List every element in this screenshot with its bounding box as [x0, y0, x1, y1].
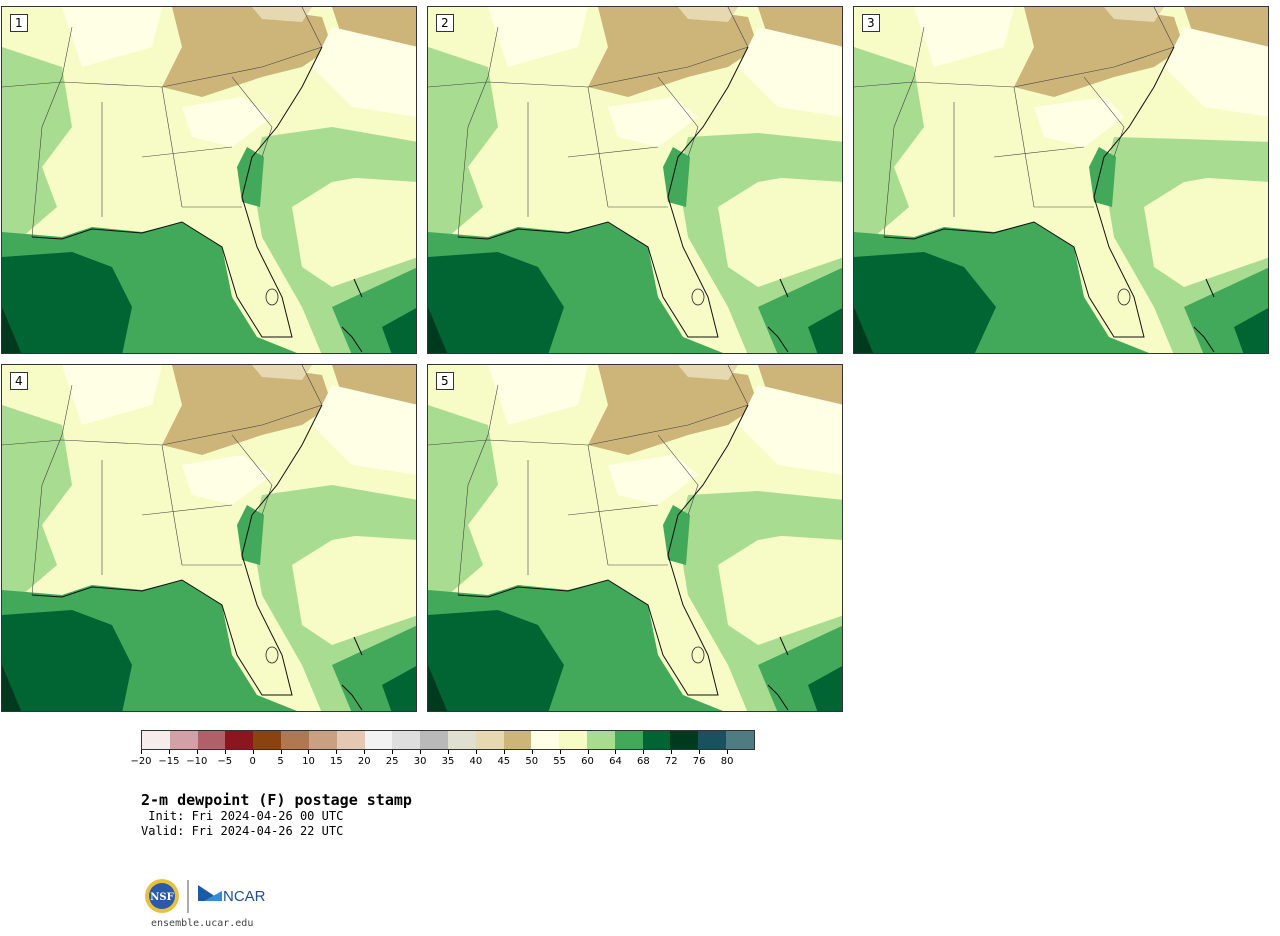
colorbar-swatch — [447, 731, 476, 749]
map-panel-1: 1 — [1, 6, 417, 354]
colorbar-tick-label: 5 — [277, 756, 284, 767]
colorbar-tick-label: 30 — [413, 756, 427, 767]
colorbar-swatch — [642, 731, 671, 749]
colorbar-tick — [615, 750, 617, 754]
panel-label: 3 — [862, 14, 880, 32]
nsf-logo-text: NSF — [150, 892, 173, 903]
colorbar-swatch — [308, 731, 337, 749]
colorbar-tick-label: 35 — [441, 756, 455, 767]
colorbar-swatch — [225, 731, 254, 749]
colorbar-tick-label: 10 — [302, 756, 315, 767]
colorbar-tick-label: 25 — [385, 756, 399, 767]
colorbar — [141, 730, 755, 750]
nsf-ncar-logo: NSF NCAR — [145, 879, 266, 913]
colorbar-swatch — [197, 731, 226, 749]
colorbar-tick-label: 76 — [692, 756, 706, 767]
site-url: ensemble.ucar.edu — [151, 918, 254, 929]
colorbar-tick — [587, 750, 589, 754]
colorbar-tick — [531, 750, 533, 754]
colorbar-tick — [224, 750, 226, 754]
colorbar-tick-label: −20 — [130, 756, 152, 767]
logos: NSF NCAR — [144, 877, 274, 917]
colorbar-tick-label: −5 — [217, 756, 233, 767]
colorbar-tick-label: 20 — [357, 756, 371, 767]
colorbar-tick-label: 45 — [497, 756, 511, 767]
map-panel-5: 5 — [427, 364, 843, 712]
colorbar-swatch — [559, 731, 587, 749]
colorbar-tick — [699, 750, 701, 754]
colorbar-tick-label: 80 — [720, 756, 734, 767]
init-time: Init: Fri 2024-04-26 00 UTC — [141, 809, 344, 823]
colorbar-tick — [168, 750, 170, 754]
panel-label: 5 — [436, 372, 454, 390]
map-panel-3: 3 — [853, 6, 1269, 354]
colorbar-tick — [308, 750, 310, 754]
colorbar-tick-label: 60 — [581, 756, 594, 767]
colorbar-swatch — [726, 731, 754, 749]
colorbar-swatch — [531, 731, 560, 749]
colorbar-tick — [336, 750, 338, 754]
colorbar-tick-label: 0 — [249, 756, 256, 767]
colorbar-tick — [475, 750, 477, 754]
colorbar-tick — [141, 750, 142, 754]
colorbar-tick — [559, 750, 561, 754]
dewpoint-map — [428, 365, 842, 711]
colorbar-swatch — [587, 731, 615, 749]
colorbar-tick — [364, 750, 366, 754]
colorbar-tick — [420, 750, 422, 754]
panel-label: 1 — [10, 14, 28, 32]
colorbar-swatch — [503, 731, 532, 749]
colorbar-tick — [671, 750, 673, 754]
colorbar-tick-label: 72 — [664, 756, 678, 767]
ncar-logo-text: NCAR — [223, 888, 266, 905]
colorbar-tick — [392, 750, 394, 754]
colorbar-tick — [280, 750, 282, 754]
colorbar-tick — [448, 750, 449, 754]
plot-title: 2-m dewpoint (F) postage stamp — [141, 791, 412, 809]
colorbar-tick-label: 64 — [609, 756, 622, 767]
colorbar-tick-label: 50 — [525, 756, 539, 767]
colorbar-swatch — [475, 731, 504, 749]
map-panel-2: 2 — [427, 6, 843, 354]
dewpoint-map — [428, 7, 842, 353]
colorbar-swatch — [142, 731, 170, 749]
valid-time: Valid: Fri 2024-04-26 22 UTC — [141, 824, 344, 838]
colorbar-swatch — [281, 731, 309, 749]
panel-label: 2 — [436, 14, 454, 32]
map-panel-4: 4 — [1, 364, 417, 712]
colorbar-tick — [643, 750, 645, 754]
colorbar-swatch — [392, 731, 421, 749]
colorbar-tick-label: 68 — [636, 756, 650, 767]
colorbar-swatch — [614, 731, 643, 749]
colorbar-swatch — [420, 731, 448, 749]
colorbar-tick-label: −15 — [158, 756, 180, 767]
colorbar-tick-label: 40 — [469, 756, 483, 767]
colorbar-tick — [503, 750, 505, 754]
dewpoint-map — [2, 7, 416, 353]
colorbar-swatch — [253, 731, 282, 749]
colorbar-tick-label: 55 — [553, 756, 566, 767]
colorbar-ticks: −20 −15 −10 −5 0 5 10 15 20 25 30 35 40 45 50 55 60 64 68 7… — [130, 750, 755, 768]
colorbar-tick-label: −10 — [186, 756, 208, 767]
ncar-logo-icon: NCAR — [198, 885, 266, 905]
dewpoint-map — [2, 365, 416, 711]
colorbar-swatch — [364, 731, 393, 749]
nsf-logo-icon: NSF — [145, 879, 179, 913]
colorbar-tick — [252, 750, 254, 754]
panel-label: 4 — [10, 372, 28, 390]
colorbar-tick-label: 15 — [329, 756, 343, 767]
dewpoint-map — [854, 7, 1268, 353]
colorbar-swatch — [169, 731, 198, 749]
colorbar-swatch — [670, 731, 699, 749]
colorbar-swatch — [698, 731, 727, 749]
colorbar-tick — [196, 750, 198, 754]
colorbar-tick — [727, 750, 729, 754]
colorbar-swatch — [336, 731, 365, 749]
